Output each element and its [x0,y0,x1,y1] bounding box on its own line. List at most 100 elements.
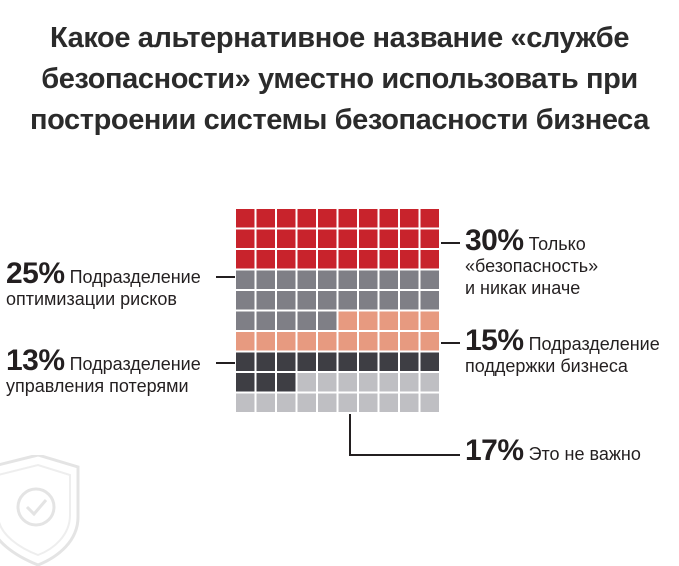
waffle-cell-cat5 [379,373,398,392]
waffle-cell-cat4 [318,352,337,371]
waffle-cell-cat4 [297,352,316,371]
waffle-cell-cat5 [277,393,296,412]
label-only-security: 30% Только «безопасность» и никак иначе [465,226,598,299]
waffle-cell-cat1 [338,250,357,269]
text-only-security-1: Только [528,234,586,254]
waffle-cell-cat4 [277,373,296,392]
waffle-cell-cat4 [277,352,296,371]
waffle-cell-cat3 [359,332,378,351]
waffle-cell-cat1 [338,229,357,248]
waffle-cell-cat3 [400,311,419,330]
waffle-cell-cat2 [359,270,378,289]
text-not-important-1: Это не важно [528,444,641,464]
waffle-cell-cat5 [297,373,316,392]
pct-not-important: 17% [465,434,524,467]
waffle-cell-cat4 [256,373,275,392]
waffle-cell-cat3 [236,332,255,351]
waffle-cell-cat4 [338,352,357,371]
waffle-cell-cat2 [277,291,296,310]
waffle-cell-cat1 [338,209,357,228]
waffle-cell-cat5 [338,393,357,412]
waffle-cell-cat2 [318,291,337,310]
waffle-cell-cat3 [338,332,357,351]
waffle-cell-cat3 [420,311,439,330]
pct-loss-mgmt: 13% [6,344,65,377]
waffle-cell-cat1 [256,209,275,228]
waffle-cell-cat5 [379,393,398,412]
pct-only-security: 30% [465,224,524,257]
waffle-cell-cat2 [297,291,316,310]
waffle-cell-cat1 [379,209,398,228]
waffle-cell-cat2 [338,270,357,289]
waffle-cell-cat1 [400,209,419,228]
waffle-cell-cat2 [277,270,296,289]
waffle-cell-cat2 [400,291,419,310]
text-only-security-3: и никак иначе [465,278,581,298]
waffle-cell-cat2 [420,291,439,310]
waffle-cell-cat2 [256,311,275,330]
label-loss-mgmt: 13% Подразделение управления потерями [6,346,201,397]
waffle-cell-cat1 [318,250,337,269]
waffle-cell-cat3 [359,311,378,330]
waffle-cell-cat1 [318,229,337,248]
waffle-cell-cat1 [318,209,337,228]
waffle-cell-cat3 [318,332,337,351]
text-loss-mgmt-2: управления потерями [6,376,189,396]
waffle-cell-cat1 [277,209,296,228]
waffle-cell-cat2 [400,270,419,289]
waffle-cell-cat5 [400,393,419,412]
waffle-cell-cat5 [359,393,378,412]
waffle-cell-cat5 [297,393,316,412]
waffle-cell-cat5 [236,393,255,412]
waffle-cell-cat3 [379,311,398,330]
waffle-cell-cat1 [420,250,439,269]
waffle-cell-cat3 [400,332,419,351]
waffle-cell-cat4 [379,352,398,371]
waffle-cell-cat5 [420,373,439,392]
waffle-cell-cat2 [297,270,316,289]
waffle-cell-cat2 [236,311,255,330]
waffle-cell-cat2 [359,291,378,310]
waffle-cell-cat3 [338,311,357,330]
waffle-cell-cat1 [359,229,378,248]
waffle-cell-cat3 [297,332,316,351]
waffle-cell-cat2 [318,311,337,330]
waffle-cell-cat4 [256,352,275,371]
waffle-cell-cat2 [297,311,316,330]
waffle-cell-cat3 [379,332,398,351]
waffle-cell-cat1 [297,209,316,228]
waffle-cell-cat5 [318,373,337,392]
text-biz-support-1: Подразделение [528,334,660,354]
waffle-cell-cat1 [359,209,378,228]
waffle-cell-cat5 [400,373,419,392]
waffle-cell-cat1 [236,250,255,269]
waffle-cell-cat2 [318,270,337,289]
text-risk-opt-1: Подразделение [69,267,201,287]
waffle-cell-cat2 [256,270,275,289]
waffle-cell-cat5 [359,373,378,392]
label-risk-opt: 25% Подразделение оптимизации рисков [6,259,201,310]
title-line-2: безопасности» уместно использовать при [41,63,638,95]
waffle-cell-cat2 [379,270,398,289]
waffle-cell-cat1 [420,209,439,228]
waffle-cell-cat3 [277,332,296,351]
text-risk-opt-2: оптимизации рисков [6,289,177,309]
leader-not-important [349,414,460,456]
waffle-cell-cat1 [277,250,296,269]
title-line-3: построении системы безопасности бизнеса [30,104,649,136]
waffle-cell-cat1 [400,229,419,248]
pct-risk-opt: 25% [6,257,65,290]
text-loss-mgmt-1: Подразделение [69,354,201,374]
waffle-cell-cat1 [420,229,439,248]
waffle-cell-cat5 [318,393,337,412]
waffle-cell-cat4 [236,373,255,392]
waffle-cell-cat1 [400,250,419,269]
waffle-cell-cat2 [236,291,255,310]
waffle-cell-cat2 [277,311,296,330]
waffle-cell-cat4 [400,352,419,371]
waffle-cell-cat4 [420,352,439,371]
waffle-cell-cat1 [236,209,255,228]
waffle-cell-cat2 [236,270,255,289]
waffle-cell-cat1 [297,250,316,269]
